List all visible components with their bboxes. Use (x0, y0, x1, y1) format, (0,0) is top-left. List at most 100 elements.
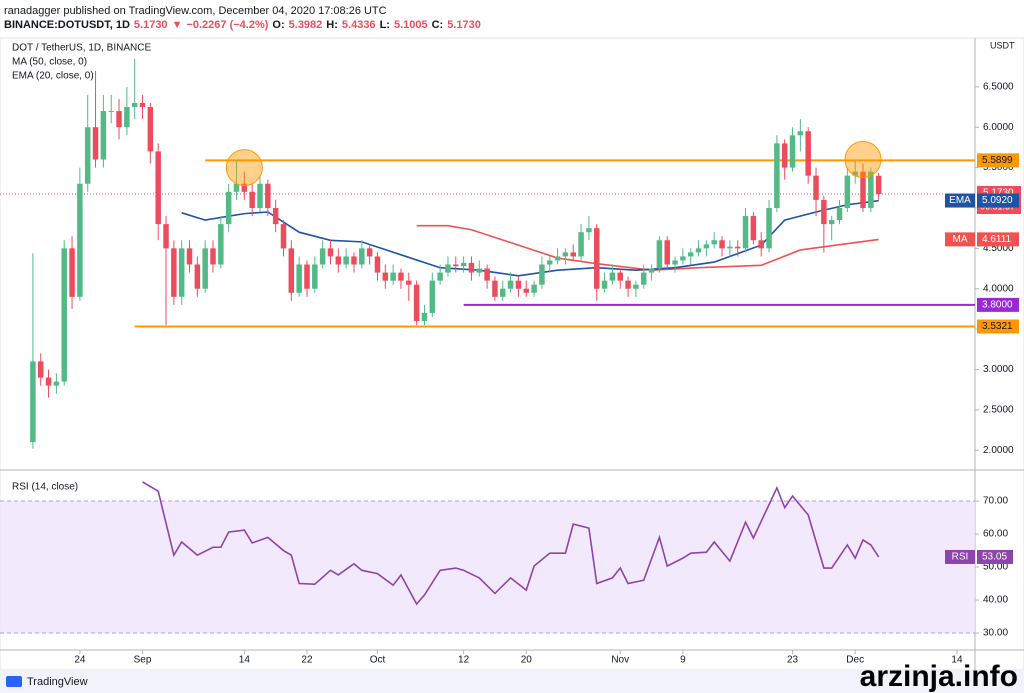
tag-name: MA (953, 234, 968, 245)
level-label: 5.5899 (982, 155, 1013, 166)
candle-body (124, 107, 130, 128)
tag-name-box (945, 193, 975, 208)
candle-body (507, 280, 514, 289)
candle-body (30, 361, 36, 443)
candle-body (304, 264, 310, 289)
candle-body (445, 264, 451, 273)
candle-body (210, 248, 216, 265)
y-tick-label: 4.0000 (983, 283, 1014, 294)
footer-bar (0, 670, 1024, 693)
header-item: 5.1730 (134, 19, 168, 31)
candle-body (108, 111, 114, 113)
rsi-tick-label: 40.00 (983, 595, 1008, 606)
candle-body (280, 224, 287, 249)
candle-body (421, 312, 428, 322)
candle-body (453, 264, 459, 267)
x-tick-label: 20 (521, 655, 533, 666)
highlight-circle (844, 141, 882, 179)
rsi-tick-label: 60.00 (983, 529, 1008, 540)
candle-body (860, 171, 866, 208)
publisher-line: ranadagger published on TradingView.com,… (4, 5, 387, 17)
candle-body (194, 264, 201, 289)
x-tick-label: Oct (370, 655, 386, 666)
header-item: L: (380, 19, 390, 31)
candle-body (171, 248, 177, 297)
candle-body (640, 272, 647, 285)
header-item: O: (272, 19, 284, 31)
x-tick-label: 22 (301, 655, 313, 666)
y-tick-label: 2.5000 (983, 404, 1014, 415)
candle-body (249, 191, 255, 208)
candle-body (413, 284, 420, 322)
rsi-tick-label: 30.00 (983, 628, 1008, 639)
watermark: arzinja.info (860, 660, 1018, 693)
header-item: 5.1005 (394, 19, 428, 31)
candle-body (343, 256, 349, 265)
candle-body (586, 228, 592, 233)
x-tick-label: 12 (458, 655, 470, 666)
rsi-line (142, 481, 880, 606)
candle-body (398, 272, 404, 281)
rsi-tag (977, 549, 1013, 564)
candle-body (492, 280, 498, 297)
candle-body (711, 240, 717, 245)
y-tick-label: 6.0000 (983, 122, 1014, 133)
header-item: BINANCE:DOTUSDT, 1D (4, 19, 130, 31)
y-tick-label: 6.5000 (983, 81, 1014, 92)
candle-body (625, 280, 631, 289)
candle-body (468, 262, 475, 273)
brand: TradingView (27, 676, 88, 688)
tag-label: 5.0920 (982, 195, 1013, 206)
y-tick-label: 3.0000 (983, 364, 1014, 375)
candle-body (116, 111, 122, 128)
candle-body (69, 248, 75, 297)
candle-body (609, 272, 616, 281)
candle-body (460, 262, 467, 267)
candle-body (335, 256, 342, 265)
candle-body (695, 248, 702, 253)
rsi-tick-label: 50.00 (983, 562, 1008, 573)
candle-body (813, 175, 819, 200)
candle-body (672, 260, 678, 265)
level-tag (977, 297, 1019, 312)
candle-body (84, 127, 91, 184)
x-tick-label: Dec (846, 655, 864, 666)
candle-body (484, 268, 490, 281)
candle-body (233, 183, 240, 192)
candle-body (562, 252, 569, 257)
candle-body (61, 248, 67, 382)
candle-body (852, 171, 858, 176)
candle-body (374, 256, 381, 273)
candle-body (327, 248, 334, 257)
candle-body (437, 272, 443, 281)
candle-body (805, 131, 811, 176)
candle-body (875, 175, 882, 194)
candle-body (241, 183, 248, 192)
candle-body (37, 361, 44, 378)
x-tick-label: 23 (787, 655, 799, 666)
level-tag (977, 153, 1019, 168)
tag-box (977, 193, 1019, 208)
highlight-circle (225, 149, 263, 187)
candle-body (359, 248, 365, 265)
candle-body (390, 272, 396, 281)
candle-body (594, 228, 600, 289)
rsi-tag-name-box (945, 549, 975, 564)
symbol-line: BINANCE:DOTUSDT, 1D 5.1730 ▼ −0.2267 (−4.2%… (4, 19, 481, 31)
rsi-legend: RSI (14, close) (12, 482, 78, 493)
candle-body (155, 151, 161, 225)
chart-title: DOT / TetherUS, 1D, BINANCE (12, 43, 151, 54)
candle-body (257, 183, 263, 208)
x-tick-label: 14 (239, 655, 251, 666)
candle-body (163, 224, 169, 249)
candle-body (265, 183, 271, 208)
candle-body (272, 207, 279, 225)
candle-body (750, 216, 757, 241)
y-tick-label: 4.5000 (983, 243, 1014, 254)
candle-body (288, 248, 295, 293)
candle-body (758, 240, 764, 249)
candle-body (406, 280, 412, 285)
candle-body (319, 248, 326, 265)
candle-body (774, 143, 780, 208)
